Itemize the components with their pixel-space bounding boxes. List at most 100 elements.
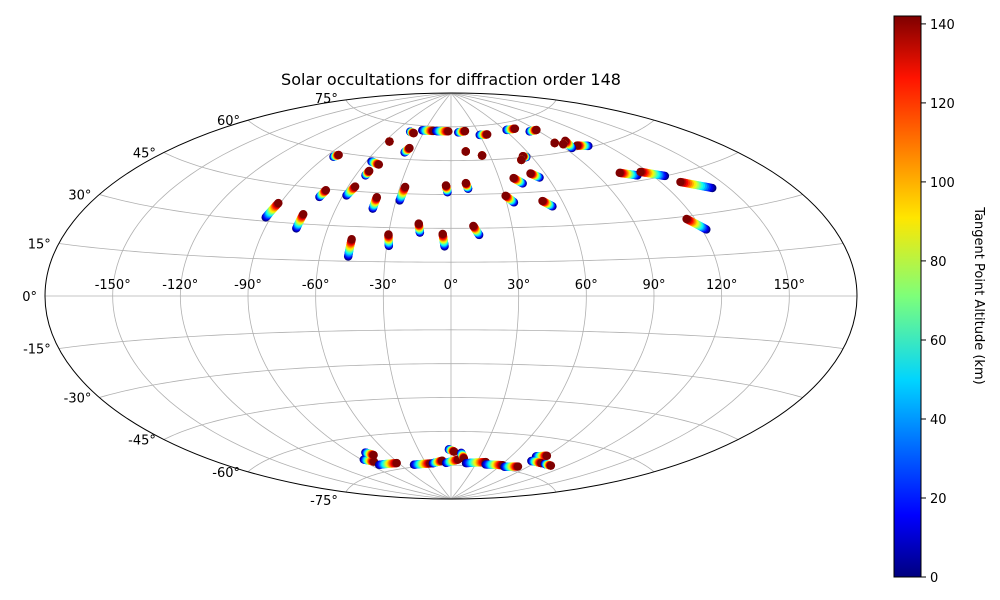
occultation-track <box>315 185 331 202</box>
parallel-line <box>247 119 655 162</box>
occultation-track <box>367 157 384 169</box>
latitude-tick-labels: 75° 60° 45° 30° 15° 0° -15° -30° -45° -60° -75° <box>22 92 338 509</box>
occultation-track <box>572 141 593 151</box>
occultation-point <box>477 151 487 160</box>
occultation-track <box>525 125 541 136</box>
occultation-point <box>414 219 423 228</box>
occultation-point <box>350 182 360 191</box>
occultation-track <box>477 151 487 160</box>
parallel-line <box>247 430 655 473</box>
colorbar-tick-label: 100 <box>930 176 955 191</box>
longitude-tick-labels: -150° -120° -90° -60° -30° 0° 30° 60° 90° 120° 150… <box>95 278 805 293</box>
lat-tick-label: 0° <box>22 290 37 305</box>
occultation-point <box>409 128 418 138</box>
occultation-point <box>365 166 374 176</box>
occultation-track <box>384 230 394 251</box>
lon-tick-label: 150° <box>774 278 805 293</box>
occultation-track <box>361 448 378 460</box>
occultation-track <box>409 459 435 469</box>
occultation-point <box>532 125 541 135</box>
lat-tick-label: 60° <box>217 114 240 129</box>
occultation-point <box>392 458 401 468</box>
occultation-point <box>636 167 645 177</box>
occultation-point <box>546 461 556 470</box>
occultation-point <box>461 178 471 188</box>
occultation-point <box>460 126 470 136</box>
colorbar-tick-label: 60 <box>930 334 947 349</box>
lon-tick-label: -150° <box>95 278 131 293</box>
occultation-track <box>292 209 308 233</box>
colorbar-label: Tangent Point Altitude (km) <box>971 206 986 384</box>
lon-tick-label: 120° <box>706 278 737 293</box>
lon-tick-label: 90° <box>642 278 665 293</box>
occultation-track <box>405 127 418 138</box>
occultation-track <box>261 198 283 222</box>
map-boundary <box>44 92 858 500</box>
colorbar: 0 20 40 60 80 100 120 140 Tangent Point Altitud… <box>893 15 986 586</box>
parallel-line <box>58 243 844 263</box>
colorbar-gradient <box>893 15 922 578</box>
lat-tick-label: 45° <box>133 147 156 162</box>
lat-tick-label: 15° <box>28 238 51 253</box>
occultation-track <box>395 182 410 205</box>
occultation-track <box>431 126 453 136</box>
lat-tick-label: -75° <box>310 494 338 509</box>
occultation-track <box>469 221 484 240</box>
occultation-point <box>385 137 394 146</box>
occultation-point <box>676 177 685 187</box>
chart-title: Solar occultations for diffraction order… <box>281 70 621 89</box>
colorbar-tick-label: 40 <box>930 413 947 428</box>
occultation-point <box>274 198 283 208</box>
occultation-point <box>334 150 343 160</box>
colorbar-tick-label: 20 <box>930 492 947 507</box>
occultation-point <box>559 139 568 149</box>
occultation-point <box>526 169 535 178</box>
lon-tick-label: 30° <box>507 278 530 293</box>
lat-tick-label: -60° <box>212 466 240 481</box>
occultation-point <box>682 214 691 224</box>
occultation-track <box>329 150 343 161</box>
occultation-track <box>361 166 374 180</box>
occultation-track <box>342 182 360 200</box>
occultation-track <box>454 126 470 137</box>
occultation-track <box>517 155 526 165</box>
occultation-track <box>374 458 401 469</box>
lat-tick-label: -30° <box>64 392 92 407</box>
lon-tick-label: 60° <box>575 278 598 293</box>
lat-tick-label: -15° <box>23 343 51 358</box>
parallel-line <box>163 397 739 440</box>
lon-tick-label: -120° <box>162 278 198 293</box>
parallel-line <box>58 329 844 349</box>
occultation-track <box>501 191 519 207</box>
occultation-track <box>636 167 670 181</box>
occultation-track <box>676 177 717 193</box>
occultation-point <box>372 193 382 202</box>
occultation-track <box>438 229 449 251</box>
lat-tick-label: 30° <box>68 189 91 204</box>
occultation-point <box>550 138 559 148</box>
lon-tick-label: -60° <box>302 278 330 293</box>
occultation-track <box>385 137 394 146</box>
parallel-line <box>99 194 803 229</box>
occultation-track <box>400 143 414 157</box>
parallel-line <box>345 99 557 128</box>
lat-tick-label: 75° <box>315 92 338 107</box>
lat-tick-label: -45° <box>128 434 156 449</box>
occultation-point <box>469 221 478 231</box>
occultation-point <box>374 160 384 169</box>
occultation-track <box>540 459 556 470</box>
occultation-track <box>475 130 492 140</box>
occultation-track <box>441 455 463 468</box>
occultation-point <box>441 181 451 190</box>
occultation-track <box>461 178 473 193</box>
occultation-point <box>405 143 414 153</box>
occultation-point <box>501 191 510 200</box>
occultation-point <box>321 185 331 195</box>
occultation-track <box>441 181 452 197</box>
colorbar-tick-label: 120 <box>930 97 955 112</box>
occultation-track <box>500 462 523 471</box>
colorbar-ticks: 0 20 40 60 80 100 120 140 <box>921 18 955 586</box>
occultation-track <box>502 124 520 135</box>
occultation-point <box>483 130 492 139</box>
